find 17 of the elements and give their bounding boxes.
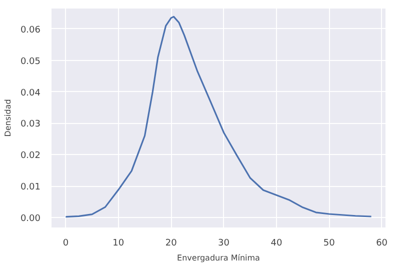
y-tick-label: 0.03 <box>20 120 41 130</box>
y-tick-label: 0.02 <box>20 151 41 162</box>
x-tick-label: 60 <box>376 238 388 248</box>
x-tick-label: 0 <box>62 238 69 248</box>
line-series <box>64 16 372 218</box>
x-tick-label: 20 <box>165 238 178 248</box>
x-tick-label: 50 <box>323 238 336 248</box>
x-axis-title: Envergadura Mínima <box>177 254 260 262</box>
x-tick-label: 10 <box>112 238 124 248</box>
y-tick-label: 0.04 <box>20 88 41 98</box>
x-tick-label: 40 <box>270 238 282 248</box>
x-tick-label: 30 <box>218 238 230 248</box>
y-tick-label: 0.00 <box>20 214 41 224</box>
y-tick-label: 0.06 <box>20 25 41 36</box>
y-tick-label: 0.05 <box>20 56 41 67</box>
y-tick-label: 0.01 <box>20 182 41 193</box>
y-axis-title: Densidad <box>3 99 12 137</box>
